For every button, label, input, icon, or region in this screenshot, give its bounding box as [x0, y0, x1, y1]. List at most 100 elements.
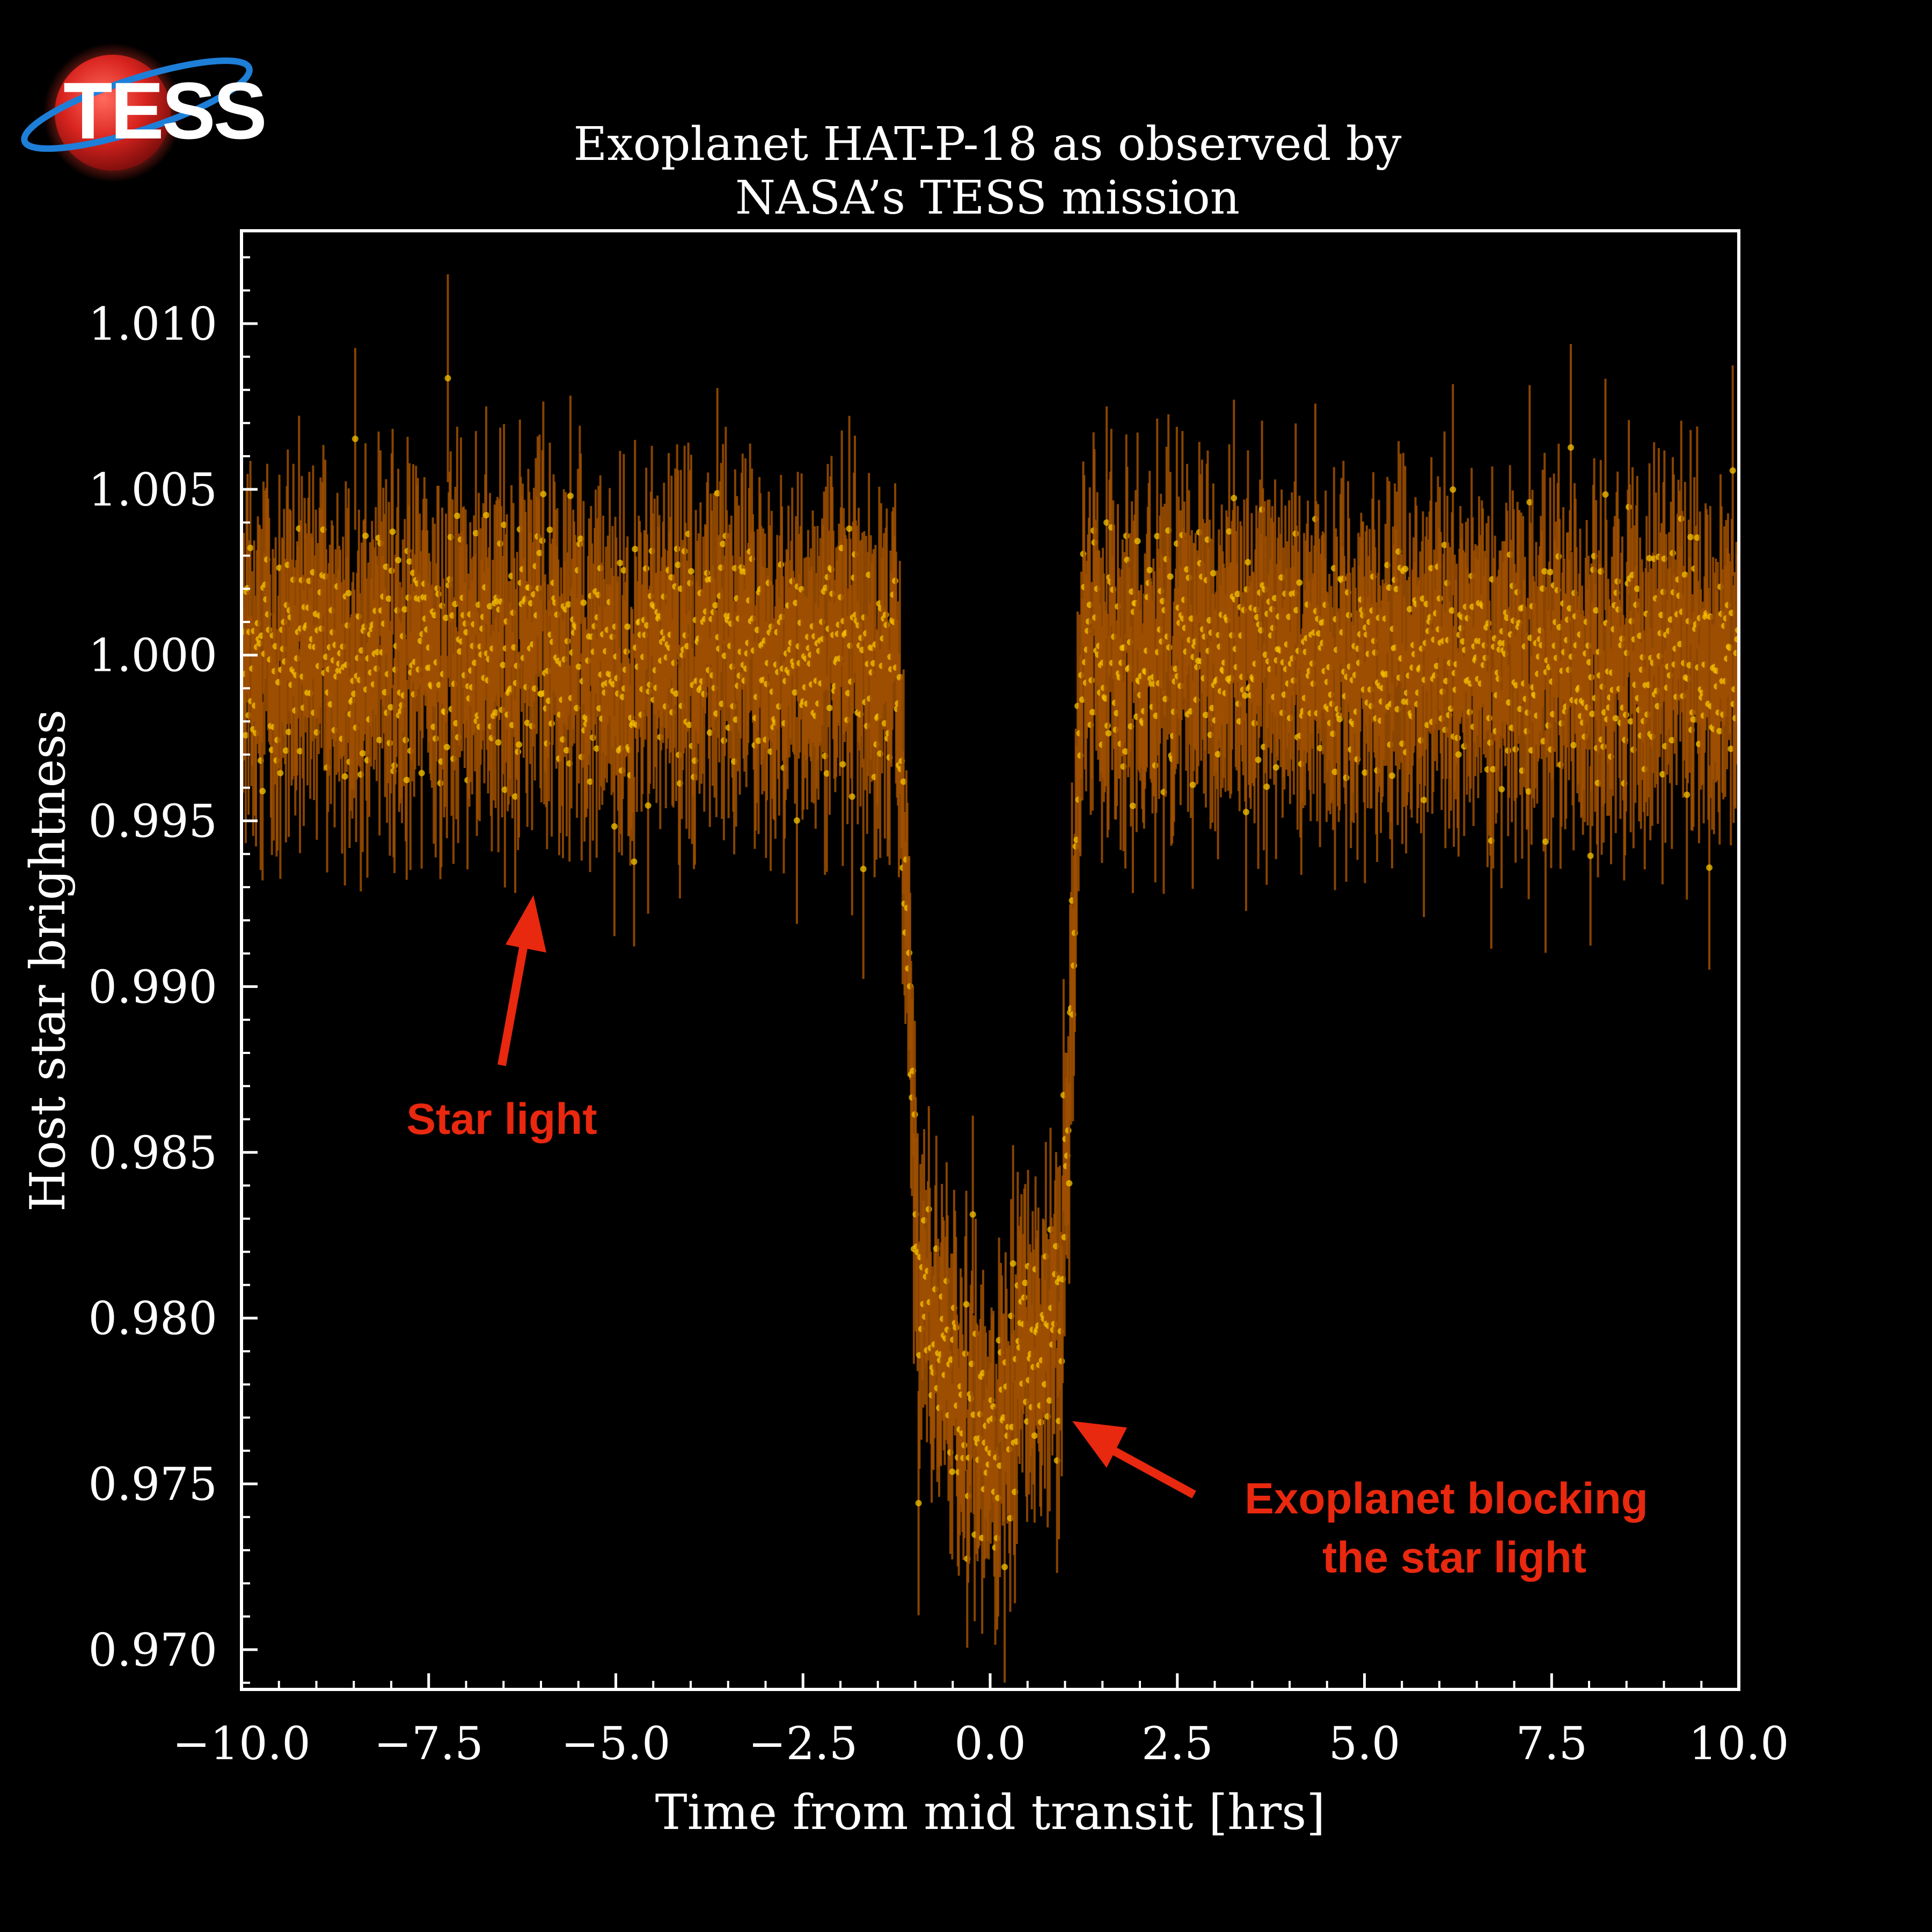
data-point: [792, 689, 799, 696]
data-point: [1659, 771, 1666, 778]
data-point: [565, 601, 572, 608]
data-point: [524, 720, 531, 727]
y-tick-label: 0.975: [89, 1458, 217, 1511]
transit-arrow-shaft: [1103, 1442, 1196, 1499]
data-point: [1498, 786, 1505, 793]
data-point: [963, 1301, 970, 1308]
data-point: [1570, 742, 1577, 749]
data-point: [1242, 809, 1249, 816]
data-point: [359, 750, 366, 757]
data-point: [453, 513, 460, 519]
data-point: [1234, 590, 1241, 597]
data-point: [675, 561, 682, 568]
data-point: [472, 530, 479, 537]
data-point: [839, 761, 846, 768]
x-axis: −10.0 −7.5 −5.0 −2.5 0.0 2.5 5.0 7.5 10.0: [172, 1673, 1789, 1770]
transit-arrow-head-icon: [1072, 1421, 1127, 1468]
data-point: [860, 866, 867, 873]
data-point: [341, 773, 348, 780]
data-point: [587, 778, 594, 785]
data-point: [443, 744, 450, 751]
data-point: [395, 557, 402, 564]
data-point: [1729, 467, 1736, 474]
data-point: [1001, 1563, 1008, 1570]
data-point: [1593, 607, 1600, 614]
y-tick-label: 1.000: [89, 630, 217, 682]
data-point: [1242, 692, 1249, 699]
y-tick-label: 1.005: [89, 464, 217, 516]
data-point: [242, 732, 249, 739]
data-point: [632, 546, 639, 553]
data-point: [482, 511, 489, 518]
data-point: [492, 709, 499, 716]
data-point: [501, 786, 508, 793]
data-point: [1046, 1397, 1053, 1404]
transit-annotation: Exoplanet blocking the star light: [1072, 1421, 1648, 1582]
data-point: [624, 623, 631, 630]
data-point: [540, 491, 547, 497]
data-point: [1226, 528, 1233, 535]
data-point: [1526, 499, 1533, 506]
data-point: [1362, 769, 1368, 776]
data-point: [345, 590, 352, 597]
data-point: [1089, 708, 1096, 715]
data-point: [631, 858, 638, 865]
y-tick-label: 1.010: [89, 298, 217, 350]
data-point: [1402, 566, 1409, 573]
data-point: [969, 1211, 976, 1218]
data-points-layer: [241, 274, 1739, 1683]
data-point: [1210, 570, 1217, 577]
data-point: [1542, 838, 1549, 845]
data-point: [277, 770, 284, 777]
transit-label-line-1: Exoplanet blocking: [1245, 1474, 1648, 1523]
x-tick-label: 2.5: [1141, 1717, 1213, 1770]
data-point: [1407, 605, 1414, 612]
data-point: [1336, 716, 1343, 723]
data-point: [823, 770, 830, 777]
data-point: [1189, 781, 1196, 788]
data-point: [512, 793, 519, 800]
data-point: [1122, 748, 1129, 755]
data-point: [826, 705, 833, 712]
data-point: [617, 559, 624, 566]
data-point: [1103, 519, 1110, 526]
data-point: [645, 802, 652, 809]
data-point: [1567, 444, 1574, 451]
logo-text: TESS: [63, 65, 265, 156]
data-point: [389, 528, 396, 535]
data-point: [1105, 730, 1112, 737]
data-point: [793, 817, 800, 824]
data-point: [362, 532, 369, 539]
data-point: [755, 737, 762, 744]
data-point: [706, 729, 713, 736]
data-point: [1245, 559, 1252, 566]
data-point: [1022, 1279, 1029, 1286]
data-point: [1167, 573, 1174, 580]
data-point: [536, 550, 543, 557]
chart-title-line-2: NASA’s TESS mission: [735, 171, 1240, 225]
data-point: [1066, 1180, 1073, 1187]
data-point: [1031, 1432, 1038, 1439]
star-light-arrow-head-icon: [506, 895, 546, 953]
x-tick-label: −7.5: [374, 1717, 484, 1770]
data-point: [714, 490, 721, 497]
star-light-annotation: Star light: [406, 895, 597, 1144]
data-point: [672, 690, 679, 697]
data-point: [546, 526, 553, 533]
data-point: [1296, 579, 1303, 586]
data-point: [1421, 796, 1428, 803]
data-point: [1134, 538, 1141, 545]
data-point: [575, 663, 582, 670]
data-point: [406, 558, 413, 565]
data-point: [580, 599, 587, 606]
data-point: [1525, 788, 1532, 795]
data-point: [593, 745, 600, 752]
data-point: [403, 777, 410, 784]
x-tick-label: −5.0: [561, 1717, 671, 1770]
data-point: [1255, 756, 1262, 763]
data-point: [296, 748, 303, 755]
tess-logo: TESS: [21, 43, 267, 182]
data-point: [1129, 802, 1136, 809]
data-point: [1009, 1260, 1016, 1267]
